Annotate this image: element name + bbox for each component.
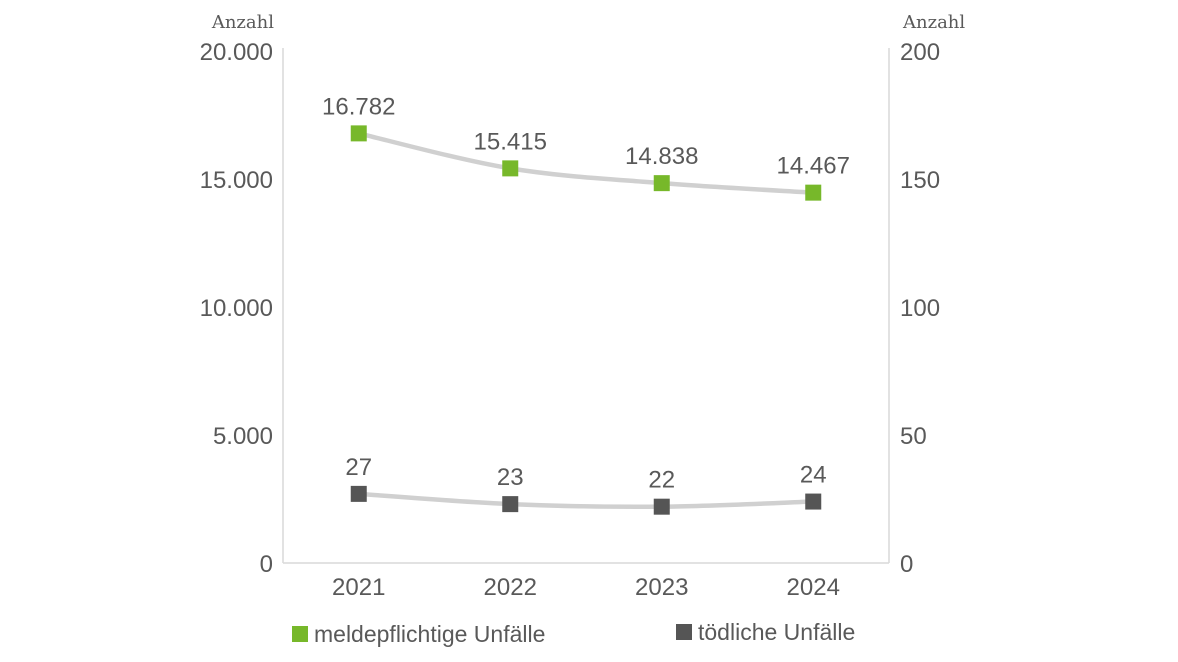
right-axis-tick-label: 0: [900, 551, 913, 578]
series-1-data-label: 14.838: [625, 143, 698, 170]
right-axis-unit-label: Anzahl: [902, 12, 965, 33]
right-axis-tick-label: 50: [900, 423, 927, 450]
right-axis-tick-label: 200: [900, 39, 940, 66]
left-axis-tick-label: 10.000: [200, 295, 273, 322]
left-axis-ticks: 0 5.000 10.000 15.000 20.000: [200, 39, 273, 578]
left-axis-tick-label: 0: [260, 551, 273, 578]
series-1-data-label: 16.782: [322, 93, 395, 120]
right-axis-tick-label: 100: [900, 295, 940, 322]
series-2-marker: [502, 496, 519, 513]
series-1-data-label: 14.467: [777, 153, 850, 180]
legend: meldepflichtige Unfälle tödliche Unfälle: [292, 619, 855, 647]
series-1-marker: [502, 160, 519, 177]
series-line-1: [356, 131, 816, 195]
series-2-data-label: 24: [800, 462, 827, 489]
left-axis-unit-label: Anzahl: [211, 12, 274, 33]
legend-swatch-2: [676, 624, 692, 640]
legend-label-1: meldepflichtige Unfälle: [314, 621, 545, 647]
left-axis-tick-label: 20.000: [200, 39, 273, 66]
x-axis-tick-label: 2021: [332, 574, 385, 601]
series-1-marker: [653, 175, 670, 192]
legend-swatch-1: [292, 626, 308, 642]
x-axis-tick-label: 2024: [787, 574, 840, 601]
right-axis-ticks: 0 50 100 150 200: [900, 39, 940, 578]
series-layer: 16.782 15.415 14.838 14.467 27 23 22 24: [322, 93, 850, 515]
series-2-marker: [805, 493, 822, 510]
right-axis-tick-label: 150: [900, 167, 940, 194]
series-2-marker: [653, 498, 670, 515]
series-2-marker: [350, 485, 367, 502]
series-2-data-label: 27: [345, 454, 372, 481]
series-1-marker: [350, 125, 367, 142]
x-axis-tick-label: 2023: [635, 574, 688, 601]
left-axis-tick-label: 15.000: [200, 167, 273, 194]
legend-label-2: tödliche Unfälle: [698, 619, 855, 645]
x-axis-ticks: 2021 2022 2023 2024: [332, 574, 840, 601]
series-1-marker: [805, 184, 822, 201]
series-line-2: [356, 491, 816, 510]
left-axis-tick-label: 5.000: [213, 423, 273, 450]
series-2-data-label: 22: [648, 467, 675, 494]
series-1-data-label: 15.415: [474, 128, 547, 155]
series-2-data-label: 23: [497, 464, 524, 491]
x-axis-tick-label: 2022: [484, 574, 537, 601]
